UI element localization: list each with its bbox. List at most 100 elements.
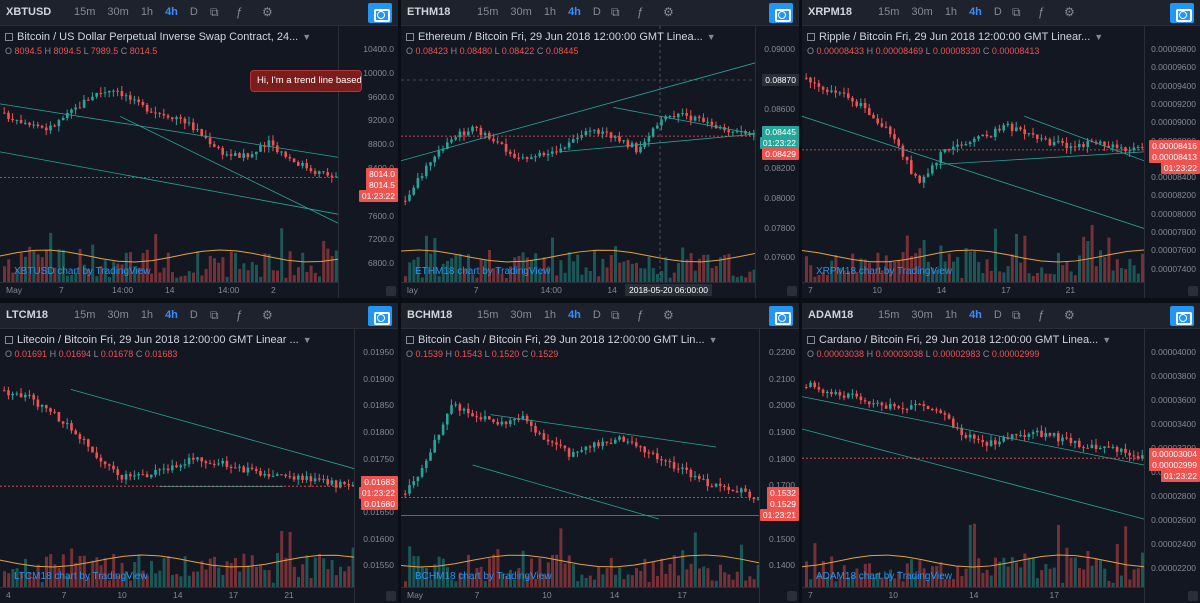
interval-30m[interactable]: 30m (911, 6, 933, 18)
price-axis[interactable]: 0.00009800 0.00009600 0.00009400 0.00009200… (1144, 26, 1200, 298)
interval-30m[interactable]: 30m (107, 309, 129, 321)
chevron-down-icon[interactable]: ▼ (302, 32, 312, 42)
chart-panel-bchm18[interactable]: BCHM18 15m 30m 1h 4h D ⧉ ƒ ⚙ Bitcoin Cash / Bitco… (401, 303, 799, 603)
interval-30m[interactable]: 30m (510, 6, 532, 18)
interval-1h[interactable]: 1h (944, 309, 958, 321)
indicators-icon[interactable]: ƒ (236, 308, 243, 322)
indicators-icon[interactable]: ƒ (236, 5, 243, 19)
legend-toggle-icon[interactable] (807, 33, 815, 41)
camera-icon[interactable] (368, 306, 392, 326)
settings-icon[interactable]: ⚙ (262, 308, 273, 322)
interval-d[interactable]: D (592, 309, 601, 321)
indicators-icon[interactable]: ƒ (637, 308, 644, 322)
chart-panel-ltcm18[interactable]: LTCM18 15m 30m 1h 4h D ⧉ ƒ ⚙ Litecoin / Bitcoin F… (0, 303, 398, 603)
camera-icon[interactable] (769, 3, 793, 23)
chart-panel-xrpm18[interactable]: XRPM18 15m 30m 1h 4h D ⧉ ƒ ⚙ Ripple / Bitcoin Fri… (802, 0, 1200, 298)
tradingview-watermark[interactable]: ADAM18 chart by TradingView (816, 571, 952, 582)
chevron-down-icon[interactable]: ▼ (1094, 32, 1104, 42)
interval-1h[interactable]: 1h (140, 309, 154, 321)
tradingview-watermark[interactable]: XBTUSD chart by TradingView (14, 266, 151, 277)
price-axis[interactable]: 10400.010000.09600.09200.08800.08400.080… (338, 26, 398, 298)
interval-4h[interactable]: 4h (969, 6, 982, 18)
time-axis[interactable]: 7 10 14 17 21 (802, 282, 1144, 298)
series-legend[interactable]: Ripple / Bitcoin Fri, 29 Jun 2018 12:00:… (807, 31, 1103, 43)
interval-1h[interactable]: 1h (543, 6, 557, 18)
indicators-icon[interactable]: ƒ (1038, 5, 1045, 19)
symbol-button[interactable]: LTCM18 (6, 309, 48, 321)
interval-4h[interactable]: 4h (568, 6, 581, 18)
interval-4h[interactable]: 4h (165, 6, 178, 18)
indicators-icon[interactable]: ƒ (637, 5, 644, 19)
interval-1h[interactable]: 1h (944, 6, 958, 18)
interval-d[interactable]: D (993, 6, 1002, 18)
symbol-button[interactable]: XBTUSD (6, 6, 52, 18)
indicators-icon[interactable]: ƒ (1038, 308, 1045, 322)
tradingview-watermark[interactable]: LTCM18 chart by TradingView (14, 571, 148, 582)
chevron-down-icon[interactable]: ▼ (706, 32, 716, 42)
interval-d[interactable]: D (592, 6, 601, 18)
chart-panel-ethm18[interactable]: ETHM18 15m 30m 1h 4h D ⧉ ƒ ⚙ Ethereum / Bitcoin F… (401, 0, 799, 298)
settings-icon[interactable]: ⚙ (663, 5, 674, 19)
compare-icon[interactable]: ⧉ (210, 5, 219, 19)
scroll-to-realtime-button[interactable] (787, 591, 797, 601)
legend-toggle-icon[interactable] (406, 33, 414, 41)
chevron-down-icon[interactable]: ▼ (1102, 335, 1112, 345)
interval-15m[interactable]: 15m (477, 309, 499, 321)
price-axis[interactable]: 0.019500.019000.018500.018000.017500.017… (354, 329, 398, 603)
interval-d[interactable]: D (993, 309, 1002, 321)
tradingview-watermark[interactable]: XRPM18 chart by TradingView (816, 266, 952, 277)
camera-icon[interactable] (769, 306, 793, 326)
interval-1h[interactable]: 1h (543, 309, 557, 321)
chart-panel-xbtusd[interactable]: XBTUSD 15m 30m 1h 4h D ⧉ ƒ ⚙ Bitcoin / US Dollar … (0, 0, 398, 298)
scroll-to-realtime-button[interactable] (386, 286, 396, 296)
interval-d[interactable]: D (189, 6, 198, 18)
compare-icon[interactable]: ⧉ (611, 5, 620, 19)
price-chart[interactable] (401, 26, 755, 282)
interval-d[interactable]: D (189, 309, 198, 321)
compare-icon[interactable]: ⧉ (210, 308, 219, 322)
price-chart[interactable] (0, 329, 354, 587)
price-axis[interactable]: 0.090000.088000.086000.084000.082000.080… (755, 26, 799, 298)
tradingview-watermark[interactable]: ETHM18 chart by TradingView (415, 266, 551, 277)
price-axis[interactable]: 0.22000.21000.20000.19000.18000.17000.16… (759, 329, 799, 603)
scroll-to-realtime-button[interactable] (1188, 286, 1198, 296)
interval-30m[interactable]: 30m (510, 309, 532, 321)
legend-toggle-icon[interactable] (807, 336, 815, 344)
series-legend[interactable]: Bitcoin / US Dollar Perpetual Inverse Sw… (5, 31, 311, 43)
time-axis[interactable]: 4 7 10 14 17 21 (0, 587, 354, 603)
legend-toggle-icon[interactable] (406, 336, 414, 344)
interval-30m[interactable]: 30m (107, 6, 129, 18)
compare-icon[interactable]: ⧉ (1012, 5, 1021, 19)
chevron-down-icon[interactable]: ▼ (302, 335, 312, 345)
interval-4h[interactable]: 4h (568, 309, 581, 321)
legend-toggle-icon[interactable] (5, 33, 13, 41)
price-chart[interactable] (802, 26, 1144, 282)
camera-icon[interactable] (368, 3, 392, 23)
camera-icon[interactable] (1170, 3, 1194, 23)
settings-icon[interactable]: ⚙ (1064, 308, 1075, 322)
symbol-button[interactable]: BCHM18 (407, 309, 453, 321)
time-axis[interactable]: May 7 14:00 14 14:00 2 (0, 282, 338, 298)
settings-icon[interactable]: ⚙ (1064, 5, 1075, 19)
interval-4h[interactable]: 4h (165, 309, 178, 321)
interval-30m[interactable]: 30m (911, 309, 933, 321)
price-chart[interactable] (802, 329, 1144, 587)
tradingview-watermark[interactable]: BCHM18 chart by TradingView (415, 571, 552, 582)
time-axis[interactable]: May 7 10 14 17 (401, 587, 759, 603)
symbol-button[interactable]: XRPM18 (808, 6, 853, 18)
price-axis[interactable]: 0.00004000 0.00003800 0.00003600 0.00003400… (1144, 329, 1200, 603)
compare-icon[interactable]: ⧉ (1012, 308, 1021, 322)
legend-toggle-icon[interactable] (5, 336, 13, 344)
price-chart[interactable] (401, 329, 759, 587)
compare-icon[interactable]: ⧉ (611, 308, 620, 322)
time-axis[interactable]: 7 10 14 17 (802, 587, 1144, 603)
interval-1h[interactable]: 1h (140, 6, 154, 18)
chart-panel-adam18[interactable]: ADAM18 15m 30m 1h 4h D ⧉ ƒ ⚙ Cardano / Bitcoin Fr… (802, 303, 1200, 603)
settings-icon[interactable]: ⚙ (262, 5, 273, 19)
interval-4h[interactable]: 4h (969, 309, 982, 321)
interval-15m[interactable]: 15m (74, 309, 96, 321)
symbol-button[interactable]: ETHM18 (407, 6, 451, 18)
interval-15m[interactable]: 15m (74, 6, 96, 18)
interval-15m[interactable]: 15m (878, 6, 900, 18)
